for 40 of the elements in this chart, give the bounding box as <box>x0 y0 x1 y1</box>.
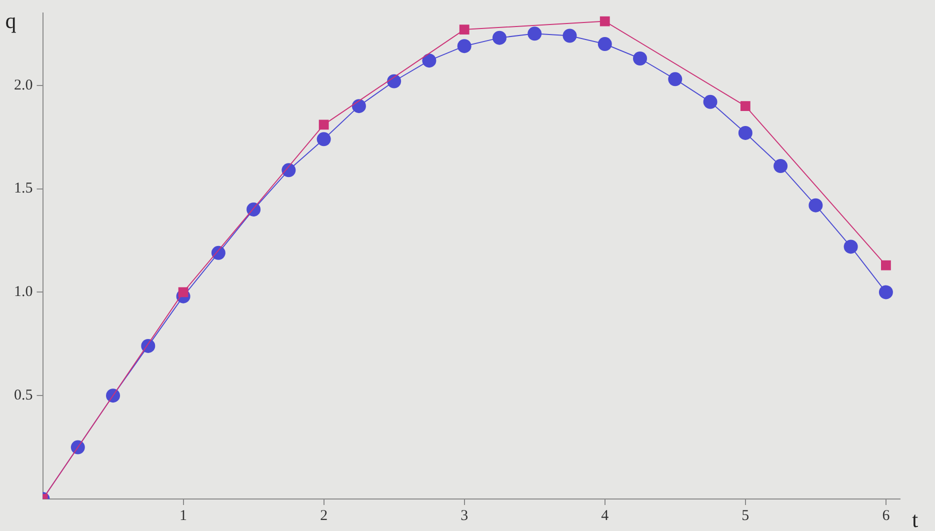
y-tick-label: 2.0 <box>14 77 33 94</box>
point <box>106 388 120 403</box>
point <box>422 54 436 68</box>
point <box>492 30 506 45</box>
x-tick-label: 6 <box>882 508 890 524</box>
point <box>703 94 718 109</box>
x-axis-title: t <box>912 506 918 531</box>
point <box>141 338 156 353</box>
point <box>880 260 891 270</box>
point <box>774 159 788 174</box>
point <box>844 240 858 254</box>
x-tick-label: 1 <box>180 508 188 524</box>
x-tick-label: 2 <box>320 508 328 524</box>
point <box>808 198 823 212</box>
point <box>459 24 470 34</box>
point <box>246 202 261 216</box>
point <box>598 37 612 52</box>
point <box>528 26 542 41</box>
point <box>211 246 226 260</box>
point <box>878 285 893 300</box>
point <box>738 126 752 140</box>
point <box>387 74 402 88</box>
point <box>282 163 296 178</box>
y-axis-title: q <box>5 8 16 33</box>
x-tick-label: 4 <box>601 508 610 524</box>
point <box>352 99 366 114</box>
x-tick-label: 3 <box>460 508 468 524</box>
point <box>668 72 682 86</box>
point <box>318 120 329 130</box>
point <box>600 16 610 26</box>
point <box>562 28 577 43</box>
point <box>633 52 648 66</box>
y-tick-label: 1.0 <box>14 284 33 300</box>
point <box>70 440 85 454</box>
x-tick-label: 5 <box>742 508 750 524</box>
point <box>740 101 750 112</box>
y-tick-label: 0.5 <box>14 388 33 404</box>
point <box>457 39 472 54</box>
y-tick-label: 1.5 <box>14 180 33 197</box>
point <box>316 132 331 146</box>
